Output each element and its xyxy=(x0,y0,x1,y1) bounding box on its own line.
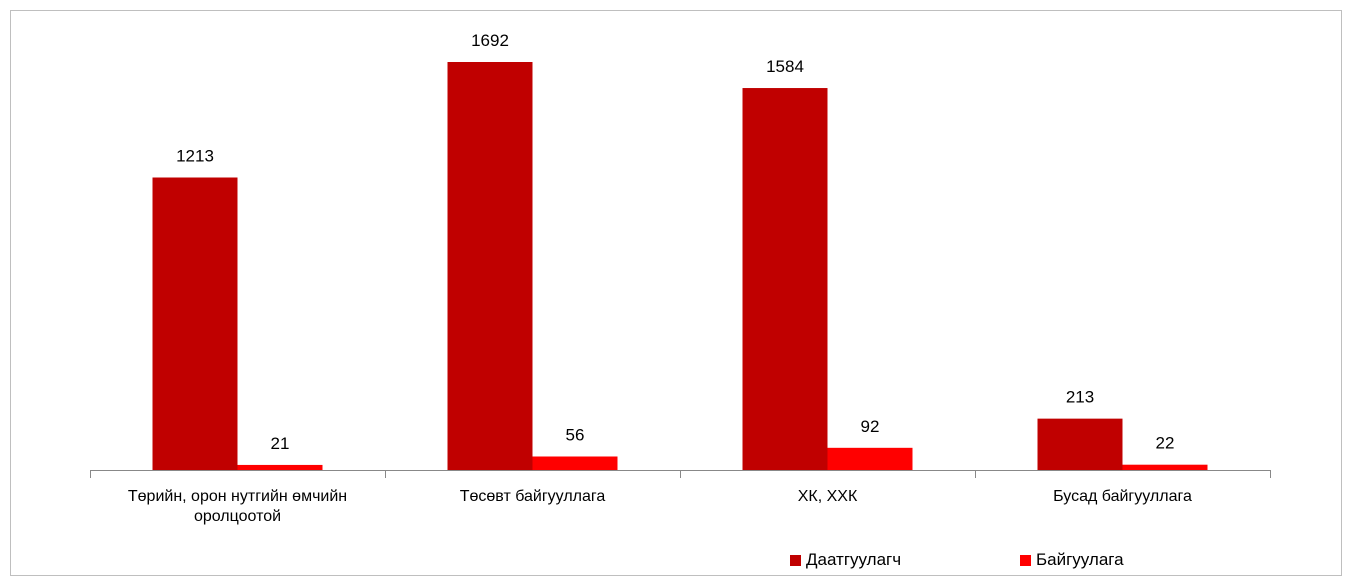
legend: Даатгуулагч Байгуулага xyxy=(790,550,1250,570)
legend-swatch xyxy=(1020,554,1031,566)
bar xyxy=(237,464,323,470)
bar xyxy=(827,447,913,470)
bar xyxy=(152,177,238,470)
legend-item: Даатгуулагч xyxy=(790,550,1020,570)
x-tick-label: Бусад байгууллага xyxy=(1053,488,1192,505)
bar xyxy=(532,456,618,470)
data-label: 22 xyxy=(1156,434,1175,453)
chart-border xyxy=(10,10,1342,576)
legend-label: Байгуулага xyxy=(1036,550,1124,569)
x-tick-label: Төсөвт байгууллага xyxy=(459,488,606,505)
bar xyxy=(742,88,828,471)
data-label: 1584 xyxy=(766,57,804,76)
legend-label: Даатгуулагч xyxy=(806,550,902,569)
data-label: 1213 xyxy=(176,147,214,166)
data-label: 213 xyxy=(1066,388,1094,407)
x-tick-label: Төрийн, орон нутгийн өмчийн оролцоотой xyxy=(127,488,348,525)
legend-item: Байгуулага xyxy=(1020,550,1250,570)
data-label: 1692 xyxy=(471,31,509,50)
x-tick-label: ХК, ХХК xyxy=(797,488,858,505)
data-label: 56 xyxy=(566,425,585,444)
bar xyxy=(1037,418,1123,470)
legend-swatch xyxy=(790,554,801,566)
data-label: 21 xyxy=(271,434,290,453)
bar xyxy=(447,62,533,470)
bar xyxy=(1122,464,1208,470)
data-label: 92 xyxy=(861,417,880,436)
